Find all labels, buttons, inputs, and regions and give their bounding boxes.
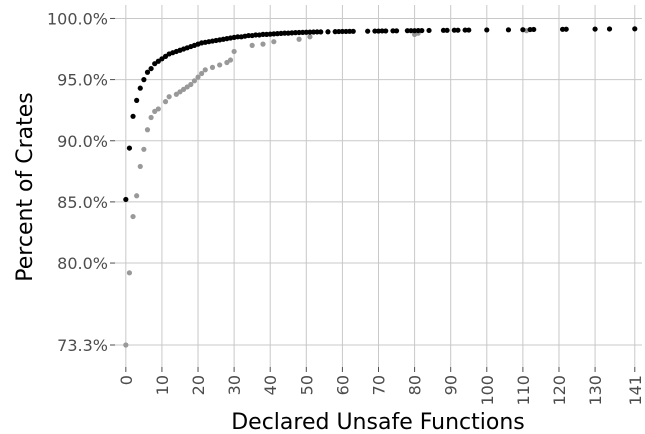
data-point <box>123 342 129 348</box>
data-point <box>379 28 385 34</box>
data-point <box>148 114 154 121</box>
x-tick-label: 70 <box>370 375 389 395</box>
data-point <box>144 127 151 133</box>
data-point <box>144 69 151 75</box>
data-point <box>202 67 208 73</box>
x-tick-label: 60 <box>333 375 352 395</box>
x-tick-label: 20 <box>189 375 208 395</box>
data-point <box>148 65 154 72</box>
data-point <box>282 30 288 36</box>
data-point <box>260 31 266 37</box>
y-tick-labels: 73.3% 80.0% 85.0% 90.0% 95.0% 100.0% <box>47 9 108 355</box>
x-tick-label: 40 <box>261 375 280 395</box>
data-point <box>245 32 252 39</box>
y-axis-title: Percent of Crates <box>13 92 38 281</box>
data-point <box>162 99 169 105</box>
data-point <box>209 64 216 70</box>
data-point <box>191 78 198 84</box>
x-tick-label: 100 <box>478 375 497 406</box>
data-point <box>606 26 613 32</box>
x-tick-label: 110 <box>514 375 533 406</box>
grid-layer <box>110 5 642 372</box>
data-point <box>372 28 378 34</box>
data-point <box>126 145 133 151</box>
y-tick-label: 80.0% <box>57 254 108 273</box>
data-point <box>365 28 371 34</box>
data-point <box>632 26 638 32</box>
data-point <box>444 27 450 33</box>
x-tick-label: 141 <box>626 375 645 406</box>
data-point <box>563 26 569 32</box>
data-point <box>390 28 396 34</box>
data-point <box>314 29 320 35</box>
data-point <box>217 62 223 68</box>
data-point <box>137 85 143 91</box>
data-point <box>126 270 133 276</box>
data-point <box>451 27 457 33</box>
data-point <box>166 94 172 100</box>
data-point <box>123 196 129 203</box>
x-tick-label: 80 <box>406 375 425 395</box>
x-tick-label: 130 <box>586 375 605 406</box>
data-point <box>347 28 353 34</box>
data-point <box>188 81 194 88</box>
y-tick-label: 95.0% <box>57 71 108 90</box>
data-point <box>130 113 136 119</box>
data-point <box>440 27 447 33</box>
data-point <box>484 27 490 33</box>
data-point <box>505 27 512 33</box>
x-tick-label: 90 <box>442 375 461 395</box>
data-point <box>404 28 410 34</box>
x-tick-labels: 0 10 20 30 40 50 60 70 80 90 100 110 120 130 141 <box>117 375 645 406</box>
data-point <box>520 27 526 33</box>
data-point <box>137 163 143 170</box>
data-point <box>531 26 537 33</box>
data-point <box>235 34 241 40</box>
data-point <box>592 26 598 32</box>
x-tick-label: 120 <box>550 375 569 406</box>
data-points <box>123 26 638 348</box>
data-point <box>249 42 255 48</box>
data-point <box>462 27 468 33</box>
data-point <box>134 97 140 103</box>
data-point <box>134 193 140 199</box>
data-point <box>415 27 421 34</box>
data-point <box>260 41 266 47</box>
data-point <box>325 29 331 35</box>
x-tick-label: 10 <box>153 375 172 395</box>
data-point <box>419 27 425 34</box>
y-tick-label: 73.3% <box>57 336 108 355</box>
data-point <box>227 57 234 63</box>
x-axis-title: Declared Unsafe Functions <box>231 410 525 434</box>
data-point <box>307 34 313 40</box>
data-point <box>350 28 356 34</box>
x-tick-label: 30 <box>225 375 244 395</box>
y-tick-label: 90.0% <box>57 132 108 151</box>
data-point <box>231 48 237 55</box>
data-point <box>296 36 302 42</box>
x-tick-label: 0 <box>117 375 136 385</box>
data-point <box>318 29 324 35</box>
data-point <box>253 32 259 38</box>
data-point <box>339 28 346 35</box>
y-tick-label: 85.0% <box>57 193 108 212</box>
data-point <box>426 27 432 34</box>
data-point <box>408 28 414 34</box>
data-point <box>455 27 461 33</box>
data-point <box>393 28 400 34</box>
data-point <box>195 74 201 80</box>
data-point <box>466 27 472 33</box>
data-point <box>155 106 161 112</box>
x-tick-label: 50 <box>297 375 316 395</box>
data-point <box>141 77 147 83</box>
data-point <box>271 39 277 45</box>
data-point <box>141 146 147 152</box>
y-tick-label: 100.0% <box>47 9 108 28</box>
data-point <box>383 28 389 34</box>
data-point <box>130 213 136 220</box>
data-point <box>199 70 205 77</box>
